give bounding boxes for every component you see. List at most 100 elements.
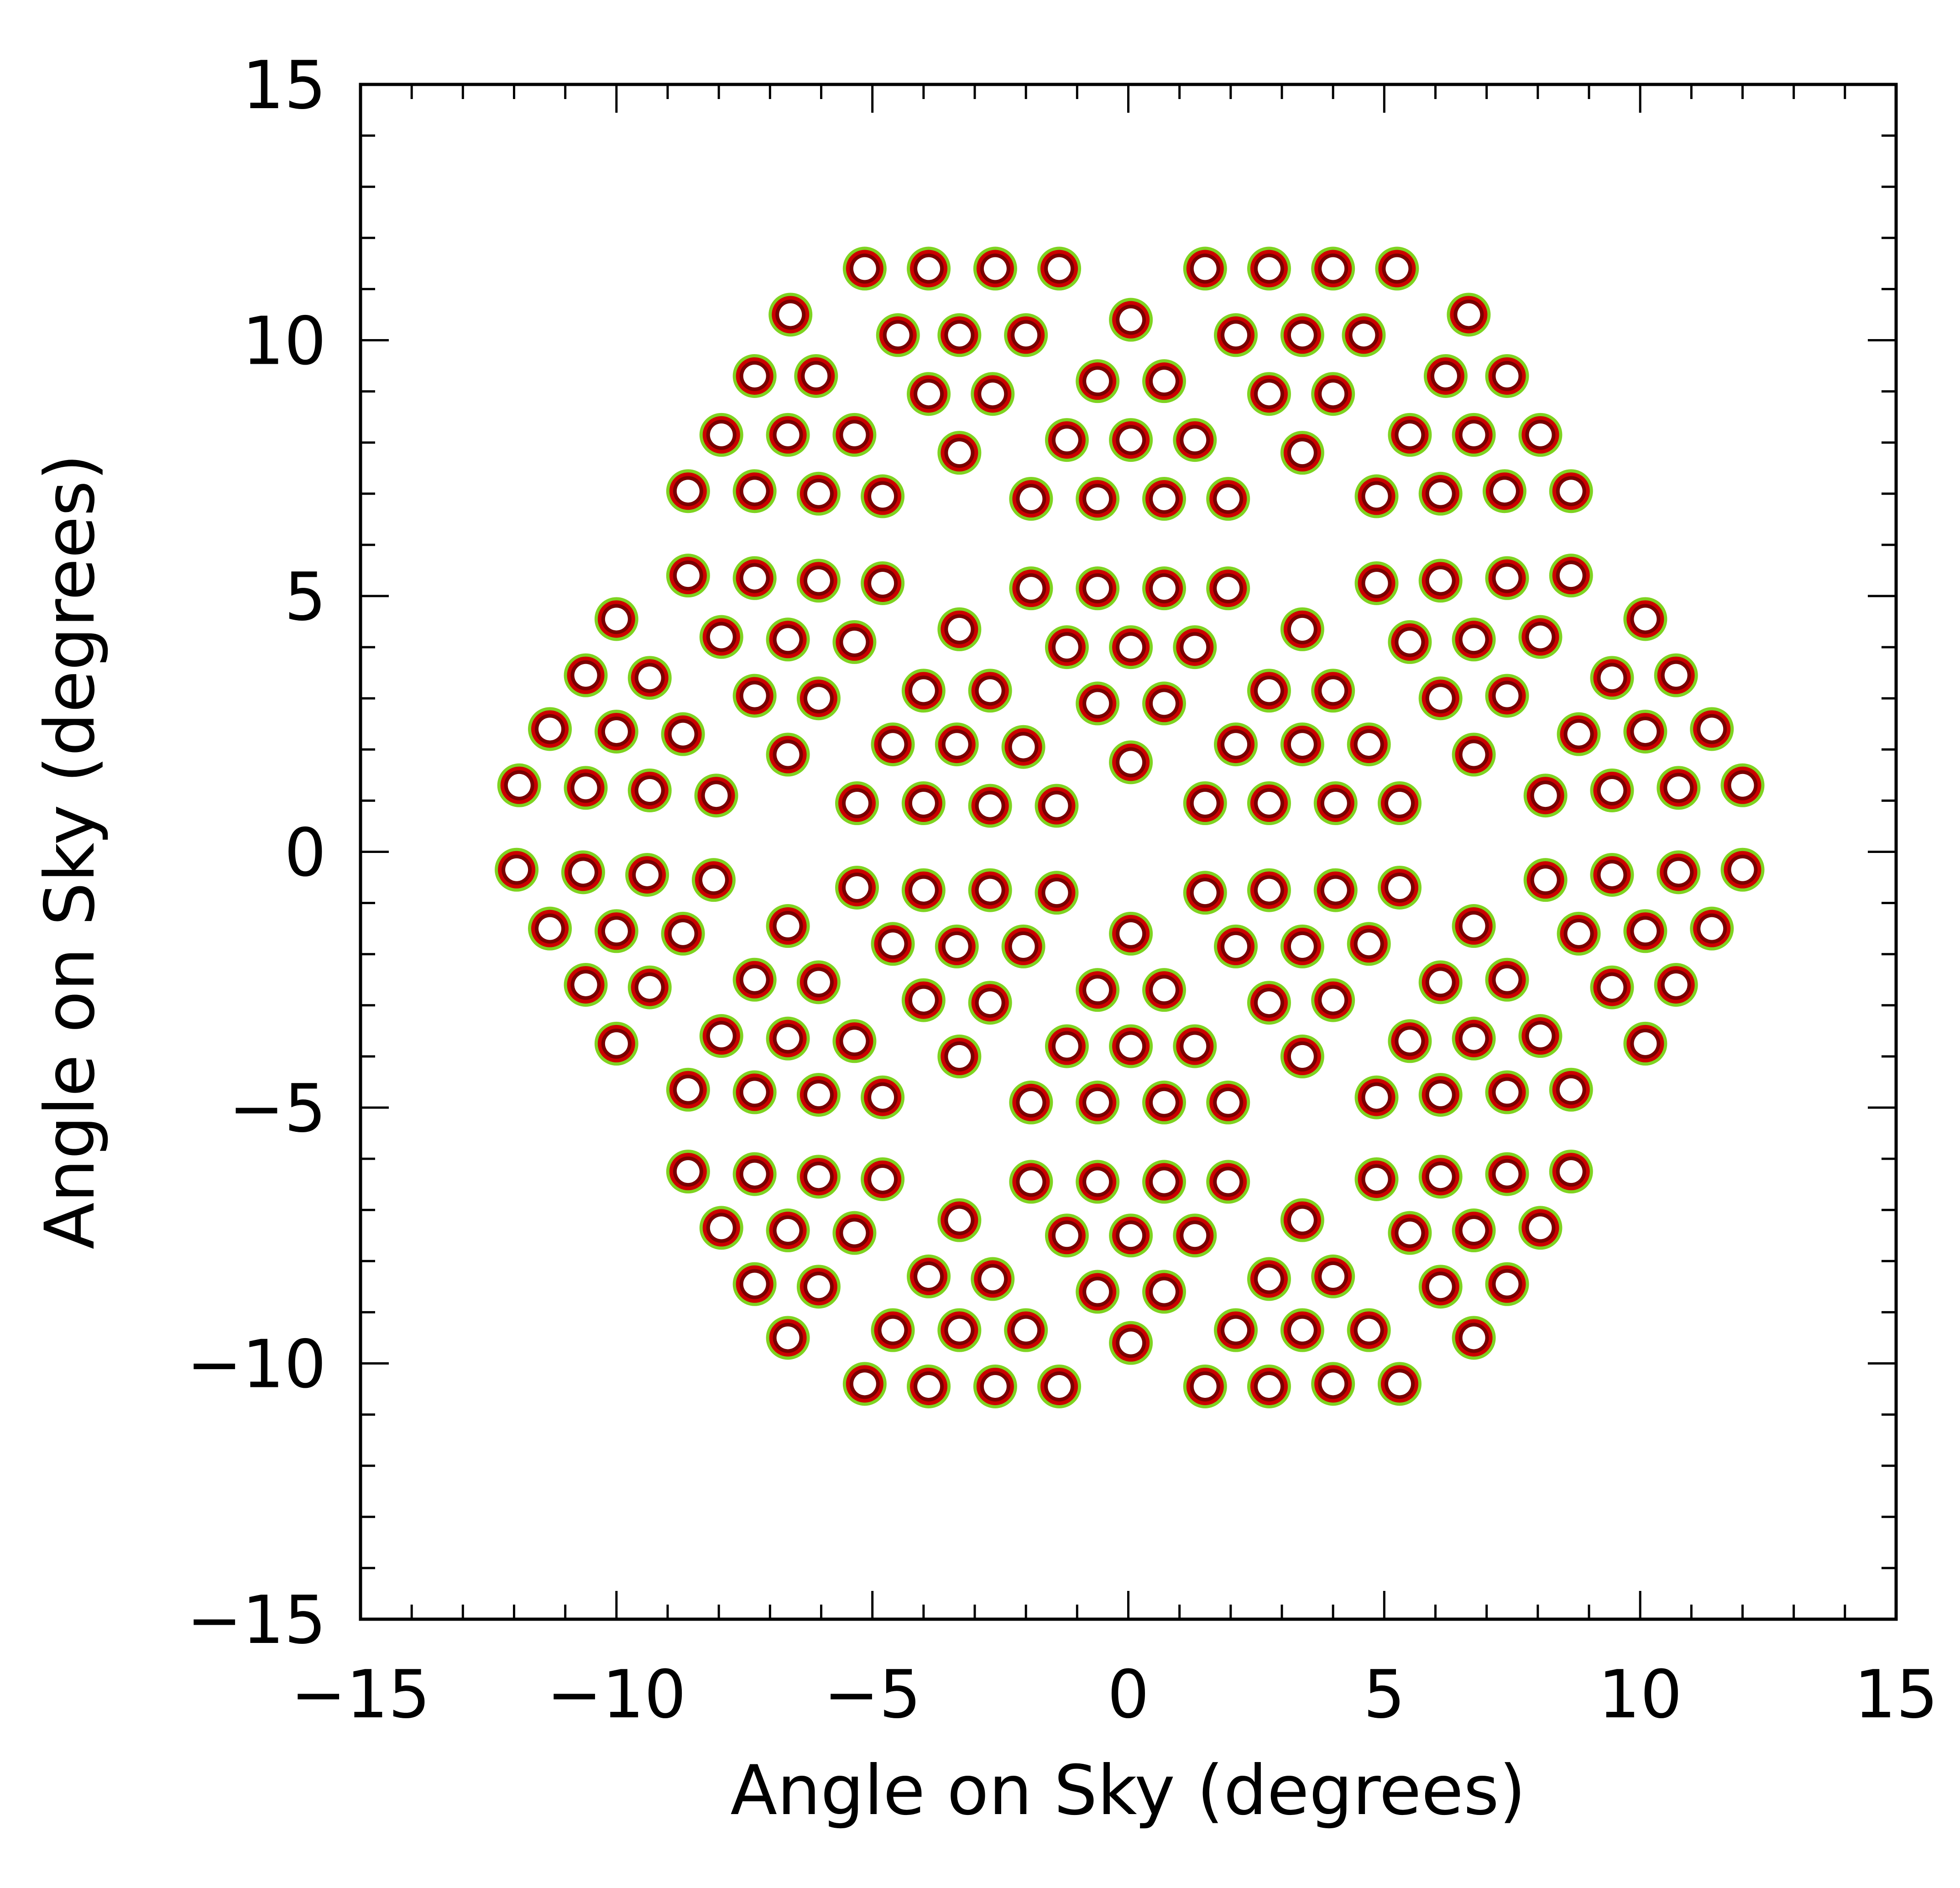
data-point [1214,722,1258,767]
data-point [1142,1270,1186,1314]
data-point [1485,354,1529,398]
data-point [594,909,638,953]
data-point [1076,681,1120,726]
data-point [694,774,738,818]
data-point [699,1014,743,1058]
data-point [1247,781,1291,826]
data-point [1109,1213,1153,1258]
data-point [627,768,672,812]
data-point [968,981,1012,1025]
data-point [1280,1308,1324,1352]
data-point [835,865,879,910]
data-point [732,556,777,600]
data-point [1035,871,1079,915]
data-point [1009,566,1053,611]
data-point [1388,1211,1432,1255]
data-point [625,852,669,897]
x-tick-label: 0 [1107,1656,1149,1733]
data-point [1549,1067,1593,1112]
data-point [973,246,1017,291]
data-point [901,781,946,826]
data-point [1354,1075,1399,1119]
data-point [1654,653,1698,697]
data-point [1523,774,1568,818]
data-point [766,1316,810,1360]
data-point [1388,620,1432,664]
x-tick-label: 5 [1363,1656,1405,1733]
data-point [1452,1016,1496,1061]
data-point [699,615,743,659]
data-point [1418,471,1463,516]
y-tick-label: 0 [284,815,326,892]
data-point [1313,781,1358,826]
data-point [1183,1364,1227,1408]
x-tick-label: 10 [1598,1656,1683,1733]
data-point [1418,676,1463,721]
data-point [937,1198,982,1242]
data-point [842,1362,887,1406]
data-point [1142,1160,1186,1204]
y-tick-label: 5 [284,559,326,636]
data-point [1173,625,1217,669]
data-point [901,868,946,912]
x-tick-label: −5 [824,1656,921,1733]
data-point [1076,1270,1120,1314]
data-point [1142,968,1186,1012]
data-point [1076,359,1120,403]
data-point [1280,313,1324,357]
data-point [1549,554,1593,598]
data-point [796,676,841,721]
data-point [1045,1024,1089,1068]
data-point [732,957,777,1002]
data-point [627,656,672,700]
data-point [1009,1080,1053,1124]
data-point [1347,722,1391,767]
data-point [1247,246,1291,291]
data-point [1247,868,1291,912]
data-point [1377,865,1422,910]
data-point [1418,559,1463,603]
tick-marks [359,83,1897,1621]
data-point [937,1308,982,1352]
data-point [1009,1160,1053,1204]
data-point [937,431,982,475]
data-point [1590,656,1634,700]
data-point [699,413,743,457]
data-point [1485,957,1529,1002]
data-point [1076,1160,1120,1204]
data-point [1045,625,1089,669]
y-tick-label: −10 [187,1326,326,1403]
data-point [1452,413,1496,457]
data-point [1214,924,1258,968]
data-point [1518,1206,1563,1250]
data-point [937,313,982,357]
data-point [1347,922,1391,966]
data-point [1557,712,1601,756]
data-point [627,965,672,1009]
data-point [1590,768,1634,812]
data-point [699,1206,743,1250]
data-point [1313,868,1358,912]
data-point [594,710,638,754]
data-point [1183,781,1227,826]
data-point [1452,904,1496,948]
data-point [1590,852,1634,897]
data-point [1720,763,1765,807]
data-point [1280,431,1324,475]
data-point [1142,681,1186,726]
data-point [1452,1208,1496,1253]
data-point [1657,850,1701,894]
data-point [732,1262,777,1306]
data-point [1720,847,1765,892]
data-point [1518,413,1563,457]
y-tick-label: 10 [242,303,326,380]
data-point [1418,960,1463,1004]
data-point [1206,1080,1250,1124]
data-point [1452,732,1496,777]
data-point [1173,418,1217,462]
data-point [796,559,841,603]
x-tick-label: −15 [291,1656,430,1733]
data-point [1388,413,1432,457]
data-point [1523,858,1568,902]
